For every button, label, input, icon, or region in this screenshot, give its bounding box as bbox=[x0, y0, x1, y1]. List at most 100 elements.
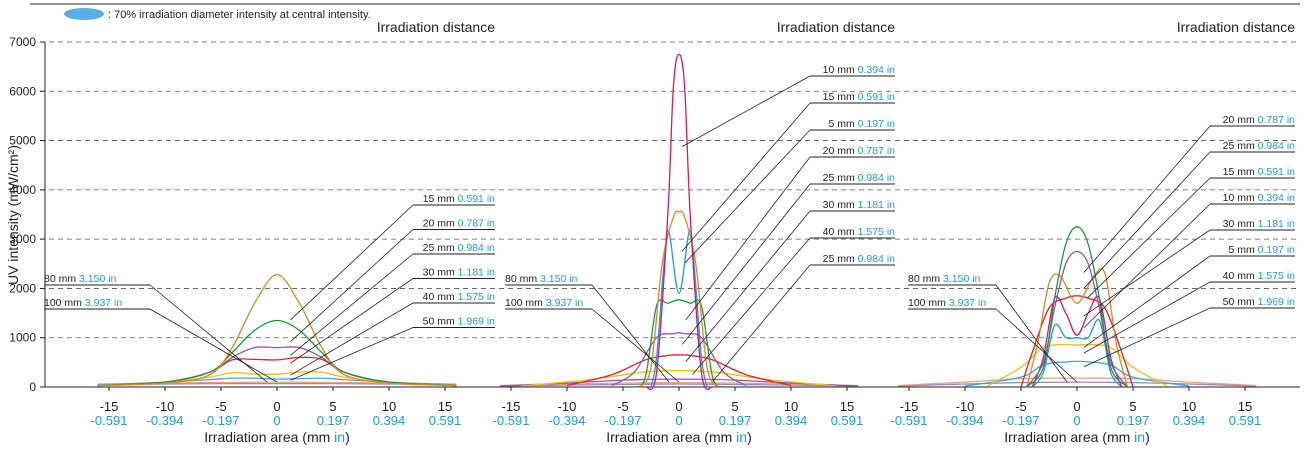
leader-line bbox=[290, 204, 414, 321]
leader-line bbox=[1083, 229, 1211, 317]
distance-label-in: 0.984 in bbox=[858, 253, 896, 265]
leader-line bbox=[1083, 151, 1211, 289]
distance-label-mm: 30 mm bbox=[423, 267, 458, 279]
distance-label-mm: 5 mm bbox=[828, 118, 857, 130]
distance-label: 30 mm 1.181 in bbox=[1223, 218, 1296, 230]
distance-label-mm: 15 mm bbox=[823, 91, 858, 103]
distance-label-in: 3.150 in bbox=[79, 273, 117, 285]
leader-line bbox=[149, 308, 278, 383]
leader-line bbox=[685, 210, 811, 363]
series-curve-30mm bbox=[97, 356, 457, 387]
distance-label: 80 mm 3.150 in bbox=[44, 273, 117, 285]
y-tick-label: 4000 bbox=[9, 183, 36, 197]
distance-label-mm: 10 mm bbox=[1223, 192, 1258, 204]
panel-title: Irradiation distance bbox=[777, 19, 896, 35]
distance-label: 25 mm 0.984 in bbox=[823, 172, 896, 184]
x-tick-label-in: 0.591 bbox=[831, 413, 864, 428]
x-tick-label-mm: 5 bbox=[731, 399, 738, 414]
x-tick-label-mm: -15 bbox=[502, 399, 521, 414]
leader-line bbox=[290, 229, 414, 342]
y-tick-label: 2000 bbox=[9, 281, 36, 295]
leader-line bbox=[1083, 203, 1211, 329]
x-axis-label: Irradiation area (mm in) bbox=[1004, 429, 1150, 445]
x-axis-label-text: Irradiation area (mm bbox=[204, 429, 334, 445]
panel-2: Irradiation distance -15-0.591 -10-0.394 -5… bbox=[493, 19, 896, 445]
x-tick-label-in: 0.197 bbox=[1117, 413, 1150, 428]
distance-label-mm: 80 mm bbox=[44, 273, 79, 285]
x-tick-label-mm: -10 bbox=[558, 399, 577, 414]
x-tick-label-in: -0.394 bbox=[549, 413, 586, 428]
distance-label-in: 1.181 in bbox=[1258, 218, 1296, 230]
distance-label: 5 mm 0.197 in bbox=[1228, 244, 1295, 256]
series-curve-25mm bbox=[499, 378, 859, 387]
distance-label: 40 mm 1.575 in bbox=[823, 226, 896, 238]
series-curve-80mm bbox=[499, 381, 859, 387]
x-tick-label-in: -0.197 bbox=[1003, 413, 1040, 428]
series-curve-100mm bbox=[897, 381, 1257, 387]
series-curve-80mm bbox=[897, 377, 1257, 387]
x-tick-label-in: 0 bbox=[273, 413, 280, 428]
x-tick-label-in: -0.591 bbox=[493, 413, 530, 428]
series-curve-25mm bbox=[611, 332, 747, 387]
distance-label: 50 mm 1.969 in bbox=[1223, 296, 1296, 308]
x-tick-label-mm: 5 bbox=[1129, 399, 1136, 414]
distance-label-in: 3.937 in bbox=[546, 297, 584, 309]
distance-label: 30 mm 1.181 in bbox=[423, 267, 496, 279]
y-tick-label: 7000 bbox=[9, 35, 36, 49]
leader-line bbox=[290, 302, 414, 376]
series-curve-20mm bbox=[1026, 226, 1128, 388]
distance-label: 40 mm 1.575 in bbox=[1223, 270, 1296, 282]
distance-label-in: 1.181 in bbox=[458, 267, 496, 279]
leader-line bbox=[682, 183, 811, 345]
series-curve-15mm bbox=[1025, 267, 1129, 388]
x-tick-label-in: -0.197 bbox=[605, 413, 642, 428]
x-tick-label-mm: -15 bbox=[100, 399, 119, 414]
distance-label: 10 mm 0.394 in bbox=[823, 64, 896, 76]
leader-line bbox=[682, 102, 811, 252]
legend-ellipse bbox=[64, 8, 104, 20]
x-tick-label-in: 0.394 bbox=[1173, 413, 1206, 428]
distance-label-in: 3.937 in bbox=[85, 297, 123, 309]
distance-label-in: 1.575 in bbox=[458, 291, 496, 303]
distance-label-in: 3.937 in bbox=[949, 297, 987, 309]
distance-label-in: 0.197 in bbox=[858, 118, 896, 130]
distance-label: 30 mm 1.181 in bbox=[823, 199, 896, 211]
series-curve-100mm bbox=[97, 382, 457, 386]
panel-title: Irradiation distance bbox=[377, 19, 496, 35]
distance-label-mm: 25 mm bbox=[823, 253, 858, 265]
x-tick-label-in: -0.197 bbox=[203, 413, 240, 428]
distance-label-in: 3.150 in bbox=[943, 273, 981, 285]
x-axis-label-close: ) bbox=[1145, 429, 1150, 445]
x-axis-label: Irradiation area (mm in) bbox=[204, 429, 350, 445]
x-tick-label-in: 0.394 bbox=[775, 413, 808, 428]
x-tick-label-in: -0.394 bbox=[147, 413, 184, 428]
leader-line bbox=[290, 327, 414, 381]
distance-label-mm: 5 mm bbox=[1228, 244, 1257, 256]
distance-label-in: 0.394 in bbox=[1258, 192, 1296, 204]
distance-label-mm: 50 mm bbox=[423, 316, 458, 328]
x-axis-label-close: ) bbox=[747, 429, 752, 445]
leader-line bbox=[682, 75, 811, 147]
distance-label: 25 mm 0.984 in bbox=[423, 242, 496, 254]
distance-label-in: 1.969 in bbox=[1258, 296, 1296, 308]
distance-label-in: 0.394 in bbox=[858, 64, 896, 76]
distance-label-mm: 15 mm bbox=[423, 193, 458, 205]
distance-label-mm: 100 mm bbox=[44, 297, 85, 309]
distance-label-mm: 50 mm bbox=[1223, 296, 1258, 308]
leader-line bbox=[591, 284, 670, 383]
x-tick-label-in: 0 bbox=[675, 413, 682, 428]
x-tick-label-mm: 10 bbox=[784, 399, 798, 414]
panel-1: Irradiation distance -15-0.591 -10-0.394 -5… bbox=[44, 19, 495, 445]
distance-label: 100 mm 3.937 in bbox=[505, 297, 583, 309]
distance-label-mm: 30 mm bbox=[823, 199, 858, 211]
distance-label-in: 1.969 in bbox=[458, 316, 496, 328]
leader-line bbox=[1083, 125, 1211, 273]
leader-line bbox=[1083, 281, 1211, 354]
y-tick-label: 6000 bbox=[9, 84, 36, 98]
x-axis-label-unit: in bbox=[1134, 429, 1145, 445]
distance-label-mm: 15 mm bbox=[1223, 166, 1258, 178]
series-curve-5mm bbox=[650, 229, 708, 388]
leader-line bbox=[591, 308, 680, 383]
